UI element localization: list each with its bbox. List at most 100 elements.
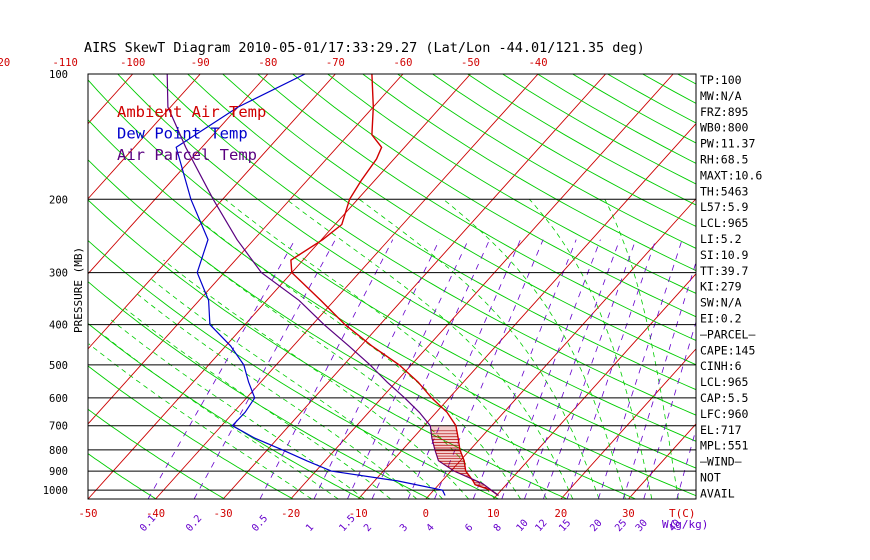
index-entry: KI:279 xyxy=(700,280,742,294)
mixing-ratio-tick-label: 30 xyxy=(634,518,650,534)
moist-adiabat-line xyxy=(529,199,653,499)
top-temp-tick-label: -80 xyxy=(258,57,277,69)
dry-adiabat-line xyxy=(88,365,294,499)
top-temp-tick-label: -40 xyxy=(529,57,548,69)
pressure-tick-label: 900 xyxy=(49,466,68,478)
index-entry: L57:5.9 xyxy=(700,200,749,214)
top-temp-tick-label: -70 xyxy=(326,57,345,69)
index-entry: CINH:6 xyxy=(700,359,742,373)
index-entry: MW:N/A xyxy=(700,89,742,103)
isotherm-line xyxy=(88,74,404,425)
index-entry: PW:11.37 xyxy=(700,137,755,151)
index-entry: SI:10.9 xyxy=(700,248,749,262)
isotherm-line xyxy=(357,123,696,499)
series-line-dewpoint xyxy=(175,74,446,496)
index-entry: MPL:551 xyxy=(700,439,749,453)
dry-adiabat-line xyxy=(152,74,696,416)
cape-shaded-area xyxy=(430,425,499,496)
index-entry: TH:5463 xyxy=(700,184,749,198)
dry-adiabat-line xyxy=(327,74,696,294)
isotherm-line xyxy=(290,74,674,499)
legend: Ambient Air Temp Dew Point Temp Air Parcel… xyxy=(117,103,266,164)
index-entry: EI:0.2 xyxy=(700,312,742,326)
index-entry: WB0:800 xyxy=(700,121,749,135)
bottom-temp-tick-label: -20 xyxy=(281,508,300,520)
isotherm-line xyxy=(492,273,696,499)
dry-adiabat-line xyxy=(783,74,870,499)
mixing-ratio-line xyxy=(566,239,657,499)
isotherm-line xyxy=(88,74,134,125)
mixing-ratio-tick-label: 3 xyxy=(398,522,410,534)
index-entry: —PARCEL— xyxy=(700,327,755,341)
mixing-ratio-line xyxy=(193,239,336,499)
dry-adiabat-line xyxy=(88,239,499,499)
pressure-tick-label: 1000 xyxy=(43,485,68,497)
dry-adiabat-line xyxy=(117,74,696,442)
bottom-temp-tick-label: 20 xyxy=(555,508,568,520)
top-temp-tick-label: -110 xyxy=(53,57,78,69)
moist-adiabat-line xyxy=(101,333,339,499)
dry-adiabat-line xyxy=(88,159,636,499)
mixing-ratio-line xyxy=(147,239,296,499)
moist-adiabat-line xyxy=(443,198,626,499)
pressure-tick-label: 300 xyxy=(49,268,68,280)
index-entry: RH:68.5 xyxy=(700,153,748,167)
moist-adiabat-line xyxy=(182,242,495,499)
y-axis-label: PRESSURE (MB) xyxy=(72,247,85,333)
isotherm-line xyxy=(155,74,539,499)
top-temp-tick-label: -90 xyxy=(191,57,210,69)
pressure-tick-label: 600 xyxy=(49,393,68,405)
index-entry: LCL:965 xyxy=(700,375,748,389)
moist-adiabat-line xyxy=(150,278,443,499)
dry-adiabat-line xyxy=(187,74,696,391)
dry-adiabat-line xyxy=(818,74,870,499)
index-entry: CAP:5.5 xyxy=(700,391,748,405)
moist-adiabat-line xyxy=(285,198,574,499)
pressure-tick-label: 400 xyxy=(49,320,68,332)
pressure-tick-label: 500 xyxy=(49,360,68,372)
index-entry: TT:39.7 xyxy=(700,264,749,278)
mixing-ratio-tick-label: 2 xyxy=(362,522,374,534)
bottom-temp-tick-label: -50 xyxy=(79,508,98,520)
legend-entry-2: Air Parcel Temp xyxy=(117,146,257,164)
moist-adiabat-line xyxy=(124,307,391,499)
mixing-ratio-line xyxy=(313,239,440,499)
index-entry: LI:5.2 xyxy=(700,232,742,246)
mixing-ratio-tick-label: 12 xyxy=(533,518,549,534)
mixing-ratio-tick-label: 4 xyxy=(425,522,437,534)
chart-title: AIRS SkewT Diagram 2010-05-01/17:33:29.2… xyxy=(84,40,645,56)
mixing-ratio-unit-label: W(g/kg) xyxy=(662,518,708,531)
dry-adiabat-line xyxy=(88,453,157,499)
index-entry: TP:100 xyxy=(700,73,742,87)
pressure-tick-label: 700 xyxy=(49,421,68,433)
mixing-ratio-tick-label: 0.5 xyxy=(250,513,270,534)
isotherm-line xyxy=(88,74,269,275)
index-entry: SW:N/A xyxy=(700,296,742,310)
dry-adiabat-line xyxy=(362,74,696,272)
mixing-ratio-line xyxy=(643,320,696,499)
pressure-tick-label: 800 xyxy=(49,445,68,457)
isotherm-line xyxy=(222,74,606,499)
top-temp-tick-label: -120 xyxy=(0,57,10,69)
index-entry: MAXT:10.6 xyxy=(700,168,762,182)
pressure-tick-label: 200 xyxy=(49,194,68,206)
dry-adiabat-line xyxy=(88,281,431,499)
isotherm-line xyxy=(88,74,201,200)
index-entry: FRZ:895 xyxy=(700,105,748,119)
dry-adiabat-line xyxy=(88,408,225,499)
moist-adiabat-line xyxy=(199,220,521,499)
dry-adiabat-line xyxy=(642,74,696,104)
mixing-ratio-tick-label: 1 xyxy=(304,522,316,534)
plot-frame xyxy=(87,73,697,500)
mixing-ratio-line xyxy=(472,239,577,499)
mixing-ratio-tick-label: 20 xyxy=(588,518,604,534)
isotherm-line xyxy=(628,423,696,499)
top-temp-tick-label: -100 xyxy=(120,57,145,69)
mixing-ratio-line xyxy=(259,239,394,499)
isotherm-line xyxy=(831,74,870,499)
dry-adiabat-line xyxy=(853,74,870,499)
series-line-ambient xyxy=(290,74,499,497)
dry-adiabat-line xyxy=(432,74,696,227)
mixing-ratio-line xyxy=(597,239,683,499)
